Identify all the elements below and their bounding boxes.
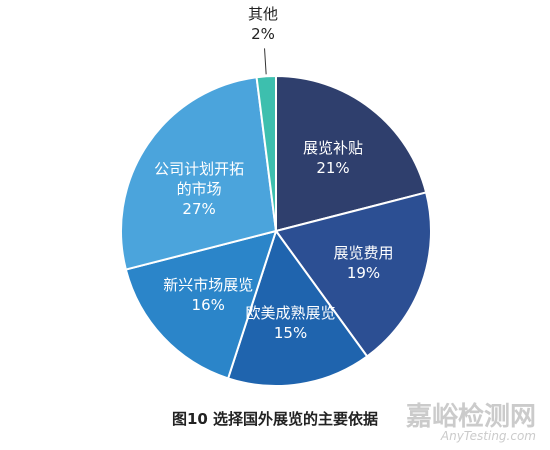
slice-label: 展览补贴 21% xyxy=(283,138,383,178)
slice-label: 新兴市场展览 16% xyxy=(158,275,258,315)
category-label: 新兴市场展览 xyxy=(163,275,254,294)
slice-label: 公司计划开拓的市场 27% xyxy=(149,159,249,219)
category-label: 其他 xyxy=(247,5,278,24)
category-label: 展览费用 xyxy=(333,243,394,262)
pie-slice xyxy=(226,228,369,387)
watermark-url: AnyTesting.com xyxy=(440,429,536,443)
category-label: 展览补贴 xyxy=(302,138,363,157)
value-label: 19% xyxy=(346,263,381,282)
category-label: 公司计划开拓的市场 xyxy=(154,159,245,198)
value-label: 2% xyxy=(251,25,275,44)
slice-label: 展览费用 19% xyxy=(314,243,414,283)
watermark-text: 嘉峪检测网 xyxy=(405,402,536,432)
value-label: 27% xyxy=(182,199,216,218)
chart-title: 图10 选择国外展览的主要依据 xyxy=(171,410,379,428)
value-label: 15% xyxy=(273,323,308,342)
pie-slice xyxy=(124,229,278,380)
leader-line xyxy=(264,48,267,75)
value-label: 16% xyxy=(191,295,225,314)
pie-slice xyxy=(120,76,278,271)
watermark: 嘉峪检测网 AnyTesting.com xyxy=(406,396,536,443)
pie-slice xyxy=(275,74,428,233)
category-label: 欧美成熟展览 xyxy=(245,303,336,322)
value-label: 21% xyxy=(316,158,350,177)
slice-label: 欧美成熟展览 15% xyxy=(241,303,341,343)
slice-label: 其他 2% xyxy=(213,4,313,44)
pie-slice xyxy=(274,191,432,358)
pie-slice xyxy=(255,74,277,232)
